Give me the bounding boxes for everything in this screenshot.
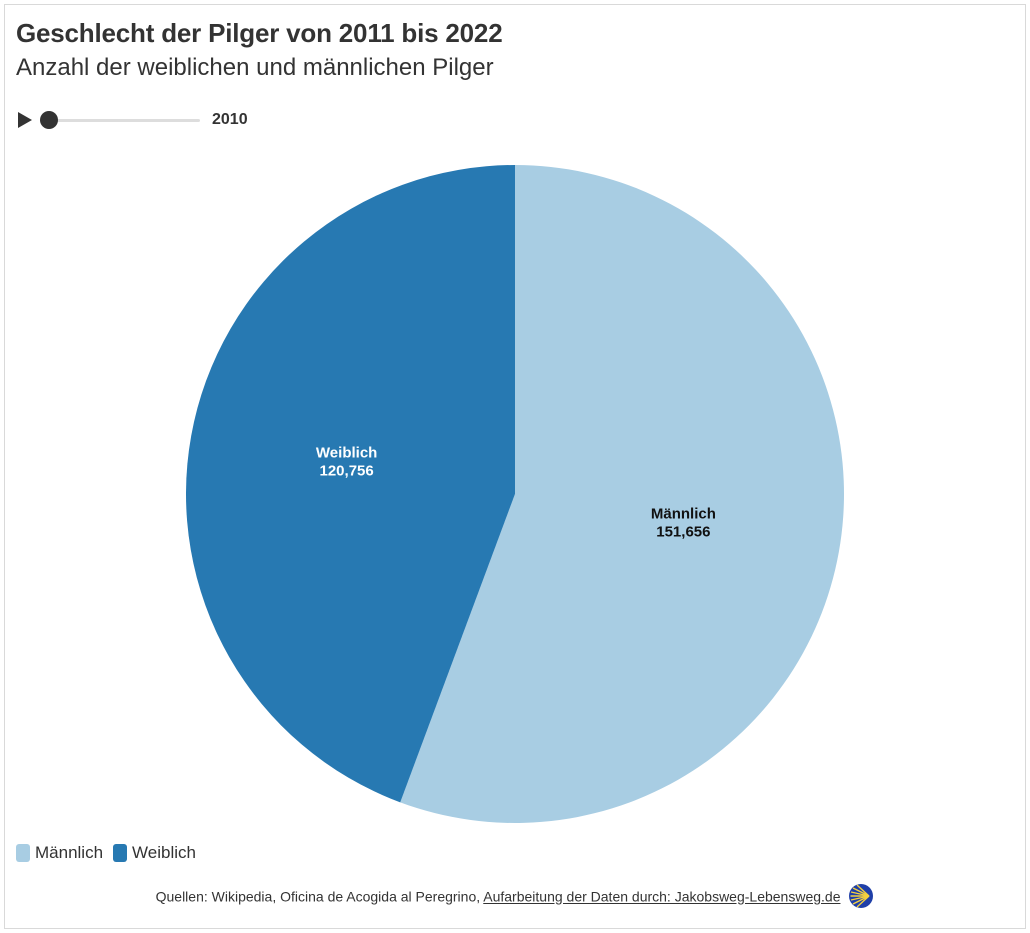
timeline-year-label: 2010 <box>212 111 248 128</box>
timeline-slider-handle[interactable] <box>40 111 58 129</box>
data-label-weiblich: Weiblich 120,756 <box>316 445 377 480</box>
pie-slice-maennlich[interactable] <box>400 165 845 823</box>
legend-label-maennlich: Männlich <box>35 843 104 862</box>
chart-subtitle: Anzahl der weiblichen und männlichen Pil… <box>16 54 494 81</box>
source-link[interactable]: Aufarbeitung der Daten durch: Jakobsweg-… <box>483 888 841 905</box>
legend: Männlich Weiblich <box>16 843 206 863</box>
data-label-value: 151,656 <box>656 523 710 540</box>
legend-swatch-weiblich <box>113 844 128 862</box>
data-label-category: Männlich <box>651 505 716 522</box>
chart-title: Geschlecht der Pilger von 2011 bis 2022 <box>16 18 503 48</box>
play-icon[interactable] <box>18 112 32 128</box>
legend-item-weiblich[interactable]: Weiblich <box>113 843 196 863</box>
data-label-value: 120,756 <box>320 463 374 480</box>
legend-swatch-maennlich <box>16 844 30 862</box>
data-label-category: Weiblich <box>316 445 377 462</box>
source-text: Quellen: Wikipedia, Oficina de Acogida a… <box>155 888 481 905</box>
pie-slice-weiblich[interactable] <box>186 165 515 803</box>
legend-item-maennlich[interactable]: Männlich <box>16 843 103 863</box>
scallop-shell-logo-icon <box>849 884 874 908</box>
legend-label-weiblich: Weiblich <box>132 843 196 862</box>
data-label-maennlich: Männlich 151,656 <box>651 505 716 540</box>
source-footer: Quellen: Wikipedia, Oficina de Acogida a… <box>0 884 1030 909</box>
timeline-slider-track[interactable] <box>44 119 200 122</box>
